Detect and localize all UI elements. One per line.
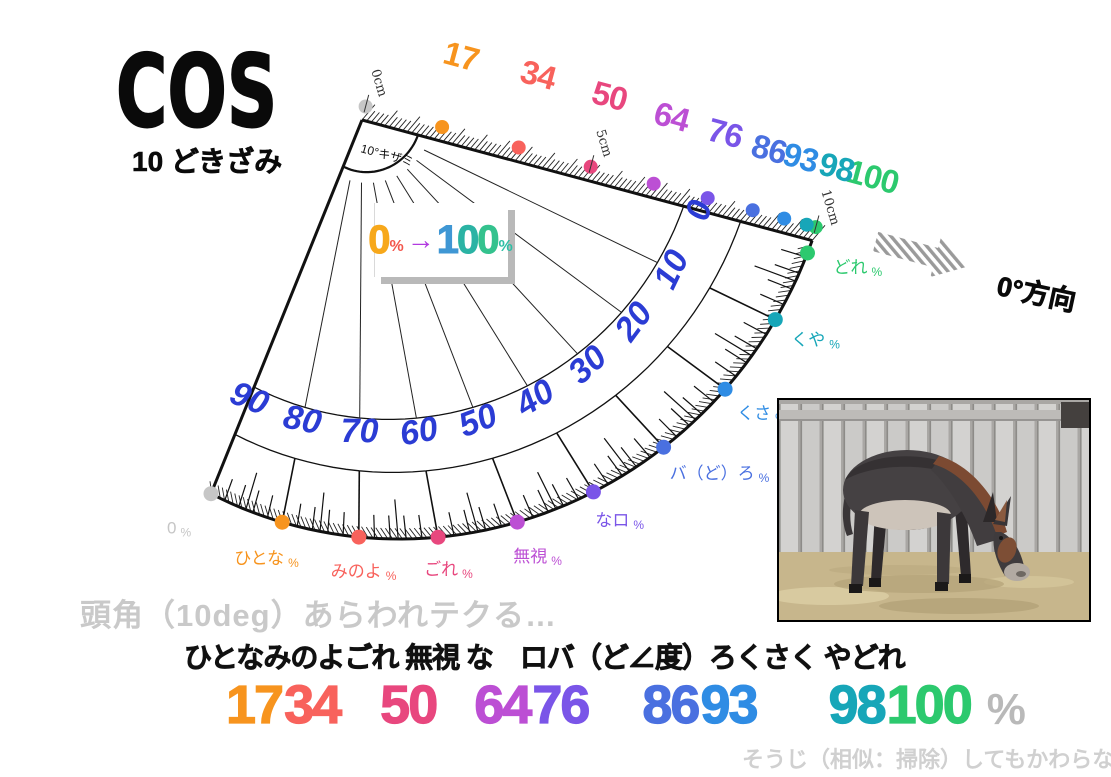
footer-value-98: 98 xyxy=(828,675,887,735)
donkey-eye xyxy=(999,536,1003,540)
arc-dot-60 xyxy=(430,529,446,545)
arc-word-80: ひとな% xyxy=(234,549,299,570)
arc-word-10: くや% xyxy=(791,331,840,352)
arc-word-50: 無視% xyxy=(513,547,562,568)
fence-rail xyxy=(779,410,1089,419)
legend-to-unit: % xyxy=(498,238,513,255)
footer-note: そうじ（相似：掃除）してもかわらない xyxy=(742,747,1111,772)
arc-word-60: ごれ% xyxy=(424,560,473,581)
angle-scale-80: 80 xyxy=(280,398,325,443)
arc-dot-30 xyxy=(656,439,672,455)
arc-word-30: バ（ど）ろ% xyxy=(670,464,770,485)
arc-dot-20 xyxy=(717,381,733,397)
donkey-photo xyxy=(769,398,1099,622)
ruler-cm-10cm: 10cm xyxy=(817,188,842,227)
footer-mnemonic: ひとなみのよごれ 無視 な ロバ（ど∠度）ろくさく やどれ xyxy=(184,642,906,674)
footer-value-50: 50 xyxy=(380,675,439,735)
ruler-dot-64 xyxy=(646,176,661,191)
ruler-dot-93 xyxy=(777,211,792,226)
arc-dot-90 xyxy=(203,486,219,502)
footer-values-row: 17 34 50 64 76 86 93 98 100% xyxy=(225,675,1026,735)
arc-dot-40 xyxy=(585,484,601,500)
legend-from-unit: % xyxy=(389,238,404,255)
arc-word-0: どれ% xyxy=(834,258,883,279)
ruler-dot-34 xyxy=(511,140,526,155)
ruler-number-34: 34 xyxy=(517,52,562,97)
ruler-dot-17 xyxy=(435,120,450,134)
footer-value-17: 17 xyxy=(225,675,284,735)
ruler-number-64: 64 xyxy=(650,94,695,139)
donkey-muzzle xyxy=(1004,563,1030,581)
ruler-number-76: 76 xyxy=(704,111,748,156)
page-subtitle: 10 どきざみ xyxy=(132,146,283,178)
ruler-dot-98 xyxy=(799,217,814,232)
footer-value-86: 86 xyxy=(642,675,701,735)
arc-word-40: なロ% xyxy=(595,511,644,532)
arrow-right-icon: → xyxy=(406,224,435,255)
ruler-cm-0cm: 0cm xyxy=(367,67,389,98)
footer-values-unit: % xyxy=(986,685,1026,734)
legend-to-digit: 0 xyxy=(477,217,500,262)
angle-scale-60: 60 xyxy=(397,409,441,453)
legend-to-digit: 1 xyxy=(436,217,459,262)
arc-dot-70 xyxy=(351,529,367,545)
fence-window xyxy=(1061,402,1089,428)
arc-dot-80 xyxy=(274,514,290,530)
arc-dot-10 xyxy=(767,312,783,328)
legend-from-value: 0 xyxy=(368,217,391,262)
legend-to-value: 100 xyxy=(436,217,500,263)
ruler-dot-76 xyxy=(700,191,715,206)
ruler-number-50: 50 xyxy=(588,73,631,118)
arc-dot-50 xyxy=(509,514,525,530)
page-title: COS xyxy=(115,33,278,150)
arc-dot-0 xyxy=(800,245,815,261)
direction-arrow-icon xyxy=(873,231,969,277)
arc-word-70: みのよ% xyxy=(331,562,397,583)
footer-value-64: 64 xyxy=(474,675,533,735)
footer-value-34: 34 xyxy=(283,675,342,735)
legend-to-digit: 0 xyxy=(456,217,479,262)
ruler-cm-5cm: 5cm xyxy=(592,128,614,159)
arc-word-90: 0% xyxy=(167,519,191,540)
footer-value-93: 93 xyxy=(700,675,759,735)
ruler-number-17: 17 xyxy=(440,34,483,79)
footer-value-76: 76 xyxy=(532,675,591,735)
angle-scale-70: 70 xyxy=(341,412,379,450)
range-legend-box: 0 % → 100 % xyxy=(368,203,513,277)
footer-hint: 頭角（10deg）あらわれテクる… xyxy=(80,598,558,633)
donkey xyxy=(842,450,1030,593)
ruler-dot-86 xyxy=(745,203,760,218)
donkey-illustration xyxy=(769,400,1099,620)
footer-value-100: 100 xyxy=(886,675,973,735)
donkey-ear xyxy=(983,492,997,522)
